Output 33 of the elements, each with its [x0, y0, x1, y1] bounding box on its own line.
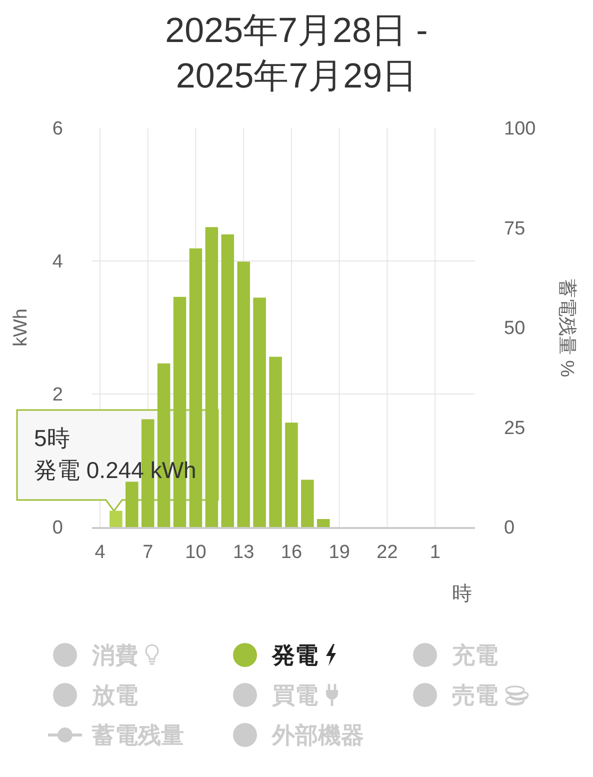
bar: [205, 227, 218, 527]
y-axis-title: kWh: [10, 308, 32, 346]
x-tick-label: 4: [94, 542, 106, 563]
bar: [126, 482, 138, 527]
y2-tick-label: 0: [504, 518, 515, 539]
bar: [110, 510, 122, 527]
y-tick-label: 2: [52, 384, 63, 406]
y2-tick-label: 75: [504, 218, 526, 240]
x-tick-label: 13: [233, 542, 254, 563]
bar: [317, 519, 330, 527]
x-tick-label: 16: [280, 542, 302, 563]
y2-tick-label: 100: [504, 118, 536, 140]
y-tick-label: 4: [52, 252, 64, 273]
x-tick-label: 7: [142, 542, 154, 563]
x-tick-label: 19: [328, 542, 350, 563]
x-tick-label: 10: [185, 542, 206, 563]
bar: [237, 262, 250, 527]
y2-tick-label: 25: [504, 418, 526, 439]
bar: [269, 356, 282, 527]
bar: [253, 298, 266, 527]
bar: [301, 480, 314, 527]
y2-axis-title: 蓄電残量 %: [556, 279, 577, 378]
chart-title: 2025年7月28日 - 2025年7月29日: [165, 10, 428, 96]
bar: [285, 422, 298, 527]
text: 5時: [34, 425, 70, 451]
y2-tick-label: 50: [504, 318, 526, 340]
x-tick-label: 22: [376, 542, 398, 563]
bar: [221, 234, 234, 527]
x-axis-title: 時: [452, 583, 472, 605]
x-tick-label: 1: [430, 542, 440, 563]
y-tick-label: 6: [52, 118, 63, 140]
legend-label: 発電: [272, 640, 318, 670]
y-tick-label: 0: [52, 518, 63, 539]
